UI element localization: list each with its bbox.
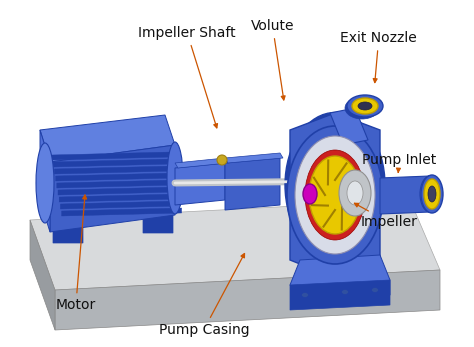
Polygon shape — [40, 130, 50, 232]
Polygon shape — [58, 187, 178, 195]
Polygon shape — [55, 270, 440, 330]
Text: Volute: Volute — [251, 19, 294, 100]
Text: Impeller Shaft: Impeller Shaft — [138, 26, 236, 128]
Ellipse shape — [347, 181, 363, 205]
Polygon shape — [380, 176, 430, 214]
Polygon shape — [60, 201, 181, 209]
Polygon shape — [290, 113, 380, 278]
Polygon shape — [57, 180, 177, 188]
Ellipse shape — [305, 150, 365, 240]
Polygon shape — [40, 115, 175, 162]
Ellipse shape — [295, 136, 375, 254]
Ellipse shape — [347, 95, 383, 117]
Ellipse shape — [287, 126, 383, 264]
Ellipse shape — [421, 175, 443, 213]
Ellipse shape — [339, 170, 371, 216]
Polygon shape — [143, 213, 173, 233]
Ellipse shape — [424, 179, 440, 209]
Ellipse shape — [345, 97, 379, 119]
Polygon shape — [330, 108, 368, 145]
Polygon shape — [53, 223, 83, 243]
Polygon shape — [225, 158, 280, 210]
Polygon shape — [175, 163, 225, 205]
Text: Pump Inlet: Pump Inlet — [362, 153, 436, 172]
Ellipse shape — [358, 102, 372, 110]
Polygon shape — [52, 152, 172, 160]
Ellipse shape — [420, 176, 440, 212]
Ellipse shape — [352, 98, 378, 114]
Ellipse shape — [341, 289, 348, 295]
Polygon shape — [30, 220, 55, 330]
Polygon shape — [59, 194, 179, 202]
Ellipse shape — [309, 156, 361, 234]
Ellipse shape — [36, 143, 54, 223]
Polygon shape — [55, 173, 175, 181]
Polygon shape — [55, 166, 174, 174]
Text: Impeller: Impeller — [355, 203, 417, 229]
Polygon shape — [290, 255, 390, 300]
Ellipse shape — [285, 112, 385, 257]
Ellipse shape — [217, 155, 227, 165]
Ellipse shape — [303, 184, 317, 204]
Text: Exit Nozzle: Exit Nozzle — [340, 31, 417, 83]
Ellipse shape — [372, 288, 379, 293]
Text: Motor: Motor — [56, 195, 96, 312]
Ellipse shape — [301, 293, 309, 297]
Text: Pump Casing: Pump Casing — [158, 254, 249, 337]
Polygon shape — [50, 145, 175, 232]
Polygon shape — [225, 153, 283, 163]
Polygon shape — [53, 159, 173, 167]
Polygon shape — [62, 208, 182, 216]
Ellipse shape — [428, 186, 436, 202]
Polygon shape — [290, 280, 390, 310]
Ellipse shape — [167, 142, 183, 214]
Polygon shape — [175, 158, 228, 168]
Polygon shape — [30, 200, 440, 290]
